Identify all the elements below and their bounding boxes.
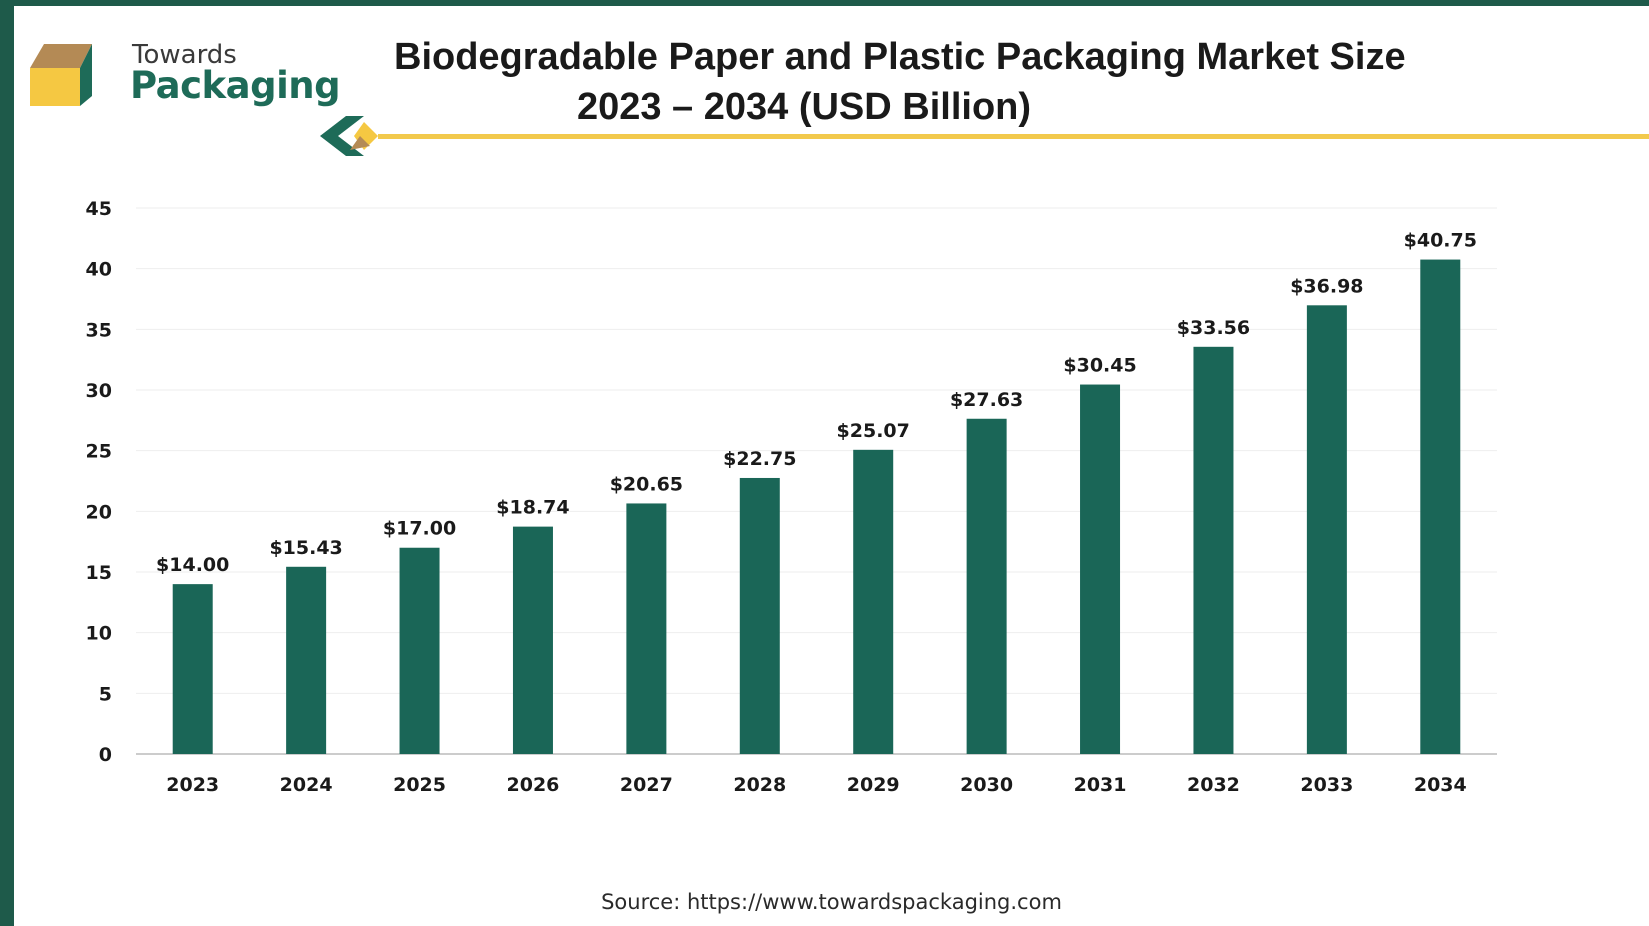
x-tick-label: 2024 [280, 774, 333, 796]
data-label: $14.00 [156, 554, 229, 576]
y-tick-label: 35 [86, 319, 112, 341]
bar [739, 477, 780, 754]
data-label: $15.43 [269, 537, 342, 559]
x-tick-label: 2029 [847, 774, 900, 796]
box-logo-icon [30, 44, 92, 106]
data-label: $27.63 [950, 389, 1023, 411]
x-tick-label: 2033 [1300, 774, 1353, 796]
divider-line [378, 134, 1649, 139]
bar [399, 547, 440, 754]
y-tick-label: 25 [86, 441, 112, 463]
x-tick-label: 2034 [1414, 774, 1467, 796]
bar [626, 503, 667, 754]
bar [1420, 259, 1461, 754]
data-label: $18.74 [496, 497, 569, 519]
y-tick-label: 5 [99, 683, 112, 705]
data-label: $17.00 [383, 518, 456, 540]
x-tick-label: 2032 [1187, 774, 1240, 796]
data-label: $20.65 [610, 473, 683, 495]
bar [853, 449, 894, 754]
y-tick-label: 45 [86, 198, 112, 220]
bar [1306, 305, 1347, 754]
brand-logo: Towards Packaging [30, 36, 341, 116]
y-tick-label: 30 [86, 380, 112, 402]
source-note: Source: https://www.towardspackaging.com [601, 890, 1062, 914]
data-label: $30.45 [1063, 355, 1136, 377]
bar [172, 584, 213, 754]
data-label: $22.75 [723, 448, 796, 470]
x-tick-label: 2030 [960, 774, 1013, 796]
x-tick-label: 2031 [1074, 774, 1127, 796]
x-tick-label: 2023 [166, 774, 219, 796]
bar [286, 566, 327, 754]
chart-title-line2: 2023 – 2034 (USD Billion) [576, 86, 1032, 128]
logo-text-packaging: Packaging [130, 64, 341, 107]
y-tick-label: 40 [86, 259, 112, 281]
data-label: $40.75 [1404, 230, 1477, 252]
bar [1080, 384, 1121, 754]
x-tick-label: 2026 [507, 774, 560, 796]
logo-text-towards: Towards [132, 40, 237, 70]
bar [966, 418, 1007, 754]
y-tick-label: 10 [86, 623, 112, 645]
bar [512, 526, 553, 754]
y-tick-label: 20 [86, 501, 112, 523]
chevron-left-icon [320, 116, 364, 156]
data-label: $25.07 [837, 420, 910, 442]
y-tick-label: 15 [86, 562, 112, 584]
chevron-accent-icon [350, 136, 370, 150]
title-divider [320, 116, 1649, 156]
chart-card: Towards Packaging Biodegradable Paper an… [14, 6, 1649, 926]
data-label: $36.98 [1290, 275, 1363, 297]
y-tick-label: 0 [99, 744, 112, 766]
data-label: $33.56 [1177, 317, 1250, 339]
x-tick-label: 2028 [733, 774, 786, 796]
x-tick-label: 2027 [620, 774, 673, 796]
x-tick-label: 2025 [393, 774, 446, 796]
bar [1193, 346, 1234, 754]
